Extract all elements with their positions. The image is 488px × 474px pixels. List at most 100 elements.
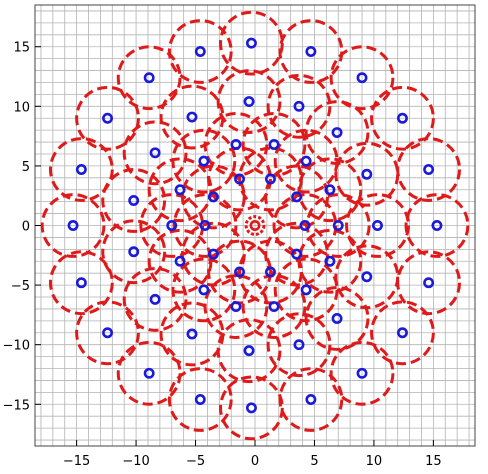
center-point: [75, 164, 87, 175]
axis-ticks: −15 −10 −5 0 5 10 15 −15 −10 −5 0 5 10 15: [3, 41, 442, 469]
disk-outline: [116, 340, 182, 406]
disk-outline: [122, 266, 188, 332]
disk-outline: [241, 274, 307, 339]
center-point: [305, 46, 317, 57]
disk-outline: [40, 193, 106, 258]
disk-outline: [167, 367, 233, 432]
disk-outline: [304, 286, 370, 351]
center-point: [198, 284, 210, 296]
disk-outline: [345, 193, 410, 258]
center-point: [174, 184, 186, 196]
center-point: [143, 72, 155, 84]
center-point: [102, 327, 114, 339]
center-point: [423, 164, 435, 175]
center-point: [324, 255, 336, 267]
disk-outline: [147, 228, 213, 294]
center-point: [207, 191, 219, 203]
center-point: [268, 138, 280, 150]
disk-outline: [48, 137, 114, 202]
center-point: [166, 220, 178, 231]
center-point: [174, 255, 186, 267]
center-point: [331, 313, 343, 324]
center-point: [300, 284, 312, 296]
disk-outline: [216, 69, 282, 134]
center-point: [128, 246, 140, 258]
disk-outline: [122, 120, 188, 186]
center-point: [299, 220, 311, 231]
disk-outline: [297, 157, 363, 223]
x-tick-label: 5: [310, 454, 318, 469]
center-point: [245, 402, 257, 414]
y-tick-label: 5: [22, 160, 30, 175]
center-point: [332, 220, 344, 231]
center-point: [291, 191, 303, 203]
center-point: [128, 195, 140, 206]
center-point: [268, 301, 280, 313]
disk-outline: [329, 45, 395, 111]
disk-outline: [172, 193, 238, 258]
y-tick-label: −10: [3, 339, 30, 354]
center-point: [361, 271, 373, 283]
y-tick-label: 10: [13, 100, 30, 115]
disk-outline: [244, 215, 266, 236]
center-point: [230, 138, 242, 150]
disk-outline: [396, 137, 462, 202]
center-point: [243, 96, 255, 108]
disk-outline: [266, 312, 332, 378]
y-tick-label: −5: [11, 279, 30, 294]
center-point: [194, 394, 206, 405]
center-point: [149, 147, 161, 159]
center-point: [102, 112, 114, 124]
x-tick-label: −10: [122, 454, 149, 469]
disk-outline: [370, 85, 435, 151]
disk-outline: [116, 45, 182, 111]
disk-outline: [147, 157, 213, 223]
disk-outline: [101, 168, 167, 233]
center-point: [249, 220, 261, 231]
center-point: [356, 72, 368, 84]
disk-outline: [48, 250, 114, 316]
center-point: [372, 220, 383, 231]
center-point: [264, 173, 276, 185]
center-point: [149, 293, 161, 305]
disk-outline: [159, 301, 225, 367]
x-tick-label: 10: [366, 454, 383, 469]
disk-outline: [278, 19, 344, 84]
center-point: [230, 301, 242, 313]
disk-outline: [167, 19, 233, 84]
center-point: [356, 367, 368, 379]
disk-outline: [171, 257, 237, 323]
center-point: [234, 173, 246, 185]
center-point: [67, 220, 79, 231]
center-point: [234, 266, 246, 278]
center-point: [431, 220, 443, 231]
disk-outline: [266, 73, 332, 139]
center-point: [186, 111, 198, 123]
center-point: [293, 339, 305, 351]
center-point: [396, 327, 408, 339]
disk-outline: [297, 228, 363, 294]
disk-outline: [159, 84, 225, 150]
center-point: [199, 220, 211, 231]
disk-outline: [219, 375, 284, 441]
center-point: [207, 248, 219, 260]
disk-outline: [272, 193, 338, 258]
x-tick-label: 0: [251, 454, 259, 469]
center-point: [300, 155, 312, 167]
disk-outline: [334, 244, 400, 310]
disk-outline: [75, 85, 140, 151]
center-point: [245, 37, 257, 49]
center-point: [198, 155, 210, 167]
disk-outline: [264, 164, 330, 230]
disk-outline: [171, 128, 237, 194]
center-point: [324, 184, 336, 196]
center-point: [331, 127, 343, 138]
center-point: [264, 266, 276, 278]
disks-layer: [40, 10, 470, 441]
disk-outline: [139, 193, 205, 258]
center-point: [243, 345, 255, 357]
center-point: [305, 394, 317, 405]
center-point: [194, 46, 206, 57]
disk-outline: [370, 300, 435, 366]
